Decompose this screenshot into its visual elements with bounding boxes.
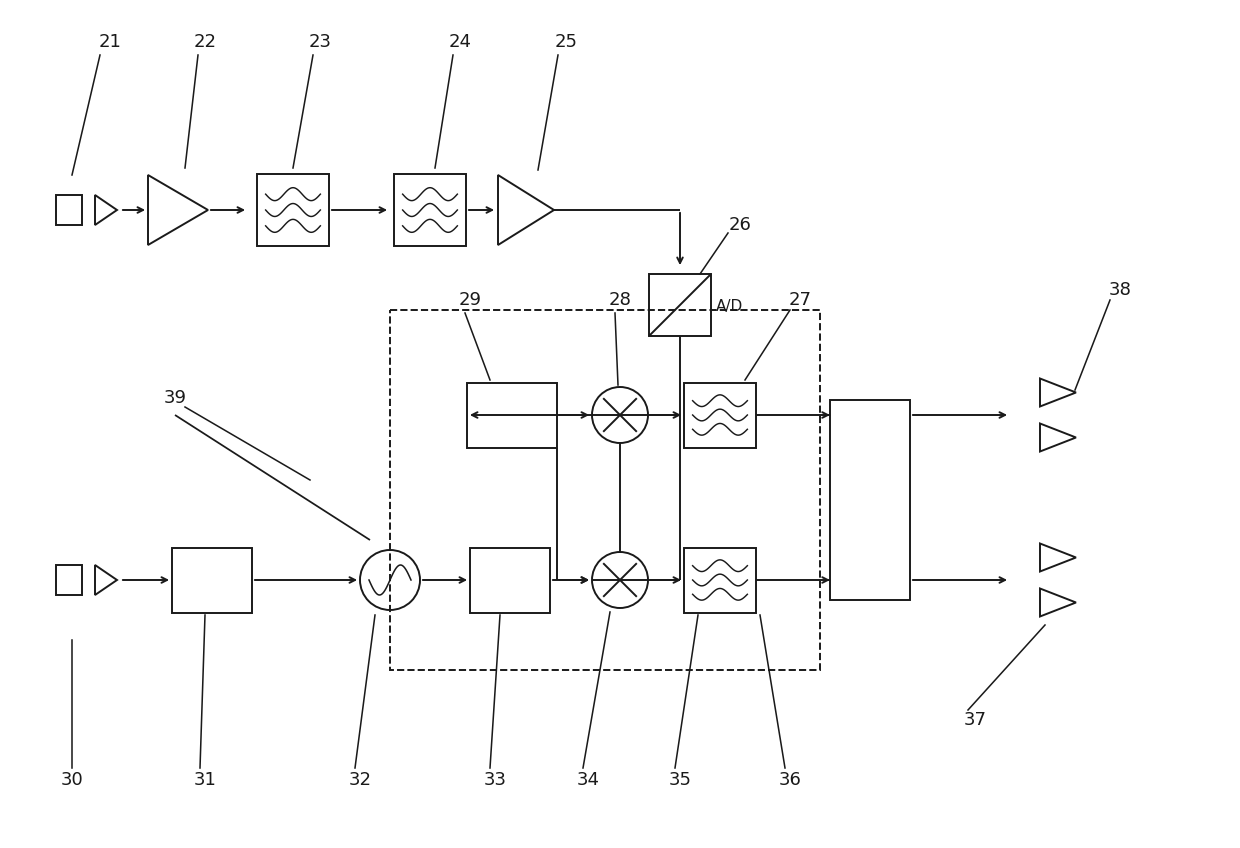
Bar bbox=[470, 548, 551, 612]
Text: 25: 25 bbox=[554, 33, 578, 51]
Bar bbox=[56, 195, 82, 225]
Text: 39: 39 bbox=[164, 389, 186, 407]
Text: 22: 22 bbox=[193, 33, 217, 51]
Text: 21: 21 bbox=[98, 33, 122, 51]
Text: 23: 23 bbox=[309, 33, 331, 51]
Bar bbox=[172, 548, 252, 612]
Bar bbox=[684, 548, 756, 612]
Text: A/D: A/D bbox=[715, 299, 743, 315]
Bar bbox=[56, 565, 82, 595]
Text: 37: 37 bbox=[963, 711, 987, 729]
Text: 27: 27 bbox=[789, 291, 811, 309]
Text: 31: 31 bbox=[193, 771, 217, 789]
Text: 34: 34 bbox=[577, 771, 599, 789]
Bar bbox=[391, 310, 820, 670]
Text: 33: 33 bbox=[484, 771, 506, 789]
Bar bbox=[649, 274, 711, 336]
Bar bbox=[684, 382, 756, 448]
Text: 36: 36 bbox=[779, 771, 801, 789]
Text: 30: 30 bbox=[61, 771, 83, 789]
Text: 38: 38 bbox=[1109, 281, 1131, 299]
Text: 32: 32 bbox=[348, 771, 372, 789]
Text: 29: 29 bbox=[459, 291, 481, 309]
Text: 26: 26 bbox=[729, 216, 751, 234]
Text: 28: 28 bbox=[609, 291, 631, 309]
Bar bbox=[830, 400, 910, 600]
Bar bbox=[257, 174, 329, 246]
Text: 35: 35 bbox=[668, 771, 692, 789]
Text: 24: 24 bbox=[449, 33, 471, 51]
Bar bbox=[394, 174, 466, 246]
Bar bbox=[467, 382, 557, 448]
